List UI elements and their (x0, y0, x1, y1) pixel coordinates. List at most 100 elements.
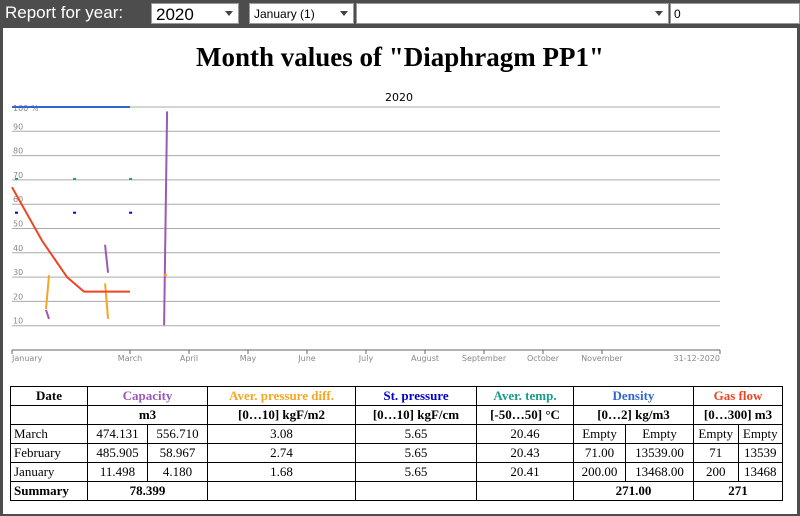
x-tick-label: October (527, 354, 560, 363)
table-row: March 474.131 556.710 3.08 5.65 20.46 Em… (10, 424, 783, 444)
table-units-row: m3 [0…10] kgF/m2 [0…10] kgF/cm [-50…50] … (10, 405, 783, 425)
cell-capacity-2: 4.180 (147, 462, 208, 482)
summary-st-pressure (355, 481, 477, 501)
units-temp: [-50…50] °C (476, 405, 574, 425)
chart-title: 2020 (385, 91, 413, 104)
report-year-label: Report for year: (5, 3, 124, 22)
table-row: February 485.905 58.967 2.74 5.65 20.43 … (10, 443, 783, 463)
units-gasflow: [0…300] m3 (693, 405, 783, 425)
cell-gasflow-1: Empty (693, 424, 739, 444)
month-select[interactable]: January (1) (249, 3, 354, 24)
summary-gasflow: 271 (693, 481, 783, 501)
x-tick-label: June (297, 354, 316, 363)
x-tick-label: July (358, 354, 374, 363)
cell-pressure-diff: 3.08 (207, 424, 356, 444)
cell-st-pressure: 5.65 (355, 443, 477, 463)
y-tick-label: 30 (13, 268, 23, 277)
summary-density: 271.00 (573, 481, 694, 501)
summary-label: Summary (10, 481, 88, 501)
y-tick-label: 80 (13, 147, 23, 156)
series-line-capacity (45, 309, 50, 320)
cell-date: February (10, 443, 88, 463)
x-tick-label: March (118, 354, 142, 363)
summary-pressure-diff (207, 481, 356, 501)
cell-st-pressure: 5.65 (355, 462, 477, 482)
chevron-down-icon (655, 11, 663, 16)
cell-capacity-1: 474.131 (87, 424, 148, 444)
cell-pressure-diff: 2.74 (207, 443, 356, 463)
y-tick-label: 100 % (13, 104, 39, 113)
series-line-capacity (104, 244, 110, 273)
series-line-aver-pressure-diff (104, 283, 110, 319)
year-select[interactable]: 2020 (151, 3, 239, 24)
col-capacity-header: Capacity (87, 386, 208, 406)
col-temp-header: Aver. temp. (476, 386, 574, 406)
x-tick-label: November (581, 354, 623, 363)
chart-grid (12, 106, 720, 351)
month-select-value: January (1) (254, 7, 315, 21)
filter-select[interactable] (356, 3, 669, 24)
x-tick-label: September (462, 354, 507, 363)
cell-gasflow-2: 13468 (737, 462, 783, 482)
table-header-row: Date Capacity Aver. pressure diff. St. p… (10, 386, 783, 406)
summary-temp (476, 481, 574, 501)
report-panel: Month values of "Diaphragm PP1" 2020 100… (3, 28, 797, 514)
year-select-value: 2020 (156, 5, 194, 24)
y-tick-label: 20 (13, 292, 23, 301)
col-date-header: Date (10, 386, 88, 406)
cell-temp: 20.41 (476, 462, 574, 482)
chevron-down-icon (340, 11, 348, 16)
cell-gasflow-1: 200 (693, 462, 739, 482)
cell-gasflow-2: 13539 (737, 443, 783, 463)
cell-gasflow-2: Empty (737, 424, 783, 444)
col-density-header: Density (573, 386, 694, 406)
table-row: January 11.498 4.180 1.68 5.65 20.41 200… (10, 462, 783, 482)
y-tick-label: 90 (13, 122, 23, 131)
y-tick-label: 70 (13, 171, 23, 180)
y-tick-label: 50 (13, 220, 23, 229)
x-tick-label: May (240, 354, 257, 363)
cell-density-1: Empty (572, 424, 627, 444)
cell-gasflow-1: 71 (693, 443, 739, 463)
cell-date: March (10, 424, 88, 444)
x-tick-label: January (11, 354, 43, 363)
col-gasflow-header: Gas flow (693, 386, 783, 406)
cell-date: January (10, 462, 88, 482)
x-tick-label: April (180, 354, 198, 363)
summary-capacity: 78.399 (87, 481, 208, 501)
chart-series (11, 106, 169, 326)
cell-density-2: 13468.00 (625, 462, 694, 482)
cell-capacity-2: 556.710 (147, 424, 208, 444)
series-line-gas-flow (11, 186, 130, 293)
units-capacity: m3 (87, 405, 208, 425)
series-line-aver-pressure-diff (45, 275, 50, 310)
units-st-pressure: [0…10] kgF/cm (355, 405, 477, 425)
cell-density-2: Empty (625, 424, 694, 444)
series-line-capacity (163, 111, 169, 326)
cell-capacity-2: 58.967 (147, 443, 208, 463)
cell-capacity-1: 485.905 (87, 443, 148, 463)
top-toolbar: Report for year: 2020 January (1) 0 (0, 0, 800, 27)
values-table: Date Capacity Aver. pressure diff. St. p… (10, 386, 783, 501)
value-input-text: 0 (674, 7, 681, 21)
cell-temp: 20.46 (476, 424, 574, 444)
y-tick-label: 40 (13, 244, 23, 253)
cell-capacity-1: 11.498 (87, 462, 148, 482)
chevron-down-icon (225, 11, 233, 16)
cell-density-1: 71.00 (572, 443, 627, 463)
cell-pressure-diff: 1.68 (207, 462, 356, 482)
col-pressure-diff-header: Aver. pressure diff. (207, 386, 356, 406)
units-pressure-diff: [0…10] kgF/m2 (207, 405, 356, 425)
cell-temp: 20.43 (476, 443, 574, 463)
cell-st-pressure: 5.65 (355, 424, 477, 444)
col-st-pressure-header: St. pressure (355, 386, 477, 406)
x-tick-label: August (411, 354, 439, 363)
y-tick-label: 10 (13, 317, 23, 326)
cell-density-2: 13539.00 (625, 443, 694, 463)
value-input[interactable]: 0 (670, 3, 800, 24)
x-tick-label: 31-12-2020 (674, 354, 721, 363)
units-date (10, 405, 88, 425)
cell-density-1: 200.00 (572, 462, 627, 482)
